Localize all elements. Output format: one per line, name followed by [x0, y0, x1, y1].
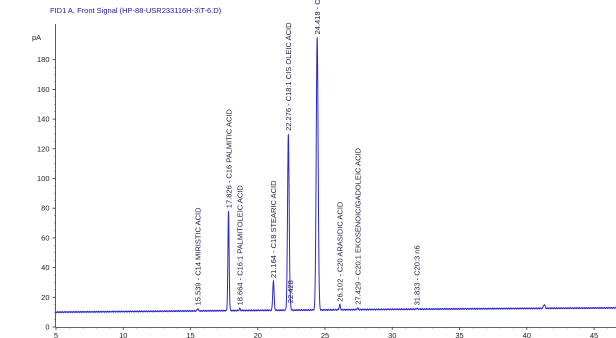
peak-label: 15.539 - C14 MIRISTIC ACID: [194, 207, 203, 306]
y-tick-label: 60: [41, 233, 49, 242]
peak-label: 22.428: [286, 280, 295, 303]
y-axis-ticks: 0 20 40 60 80 100 120 140 160 180: [37, 55, 56, 332]
y-tick-label: 0: [45, 323, 49, 332]
peak-label: 17.826 - C16 PALMITIC ACID: [224, 109, 233, 209]
peak-label: 22.276 - C18:1 CIS OLEIC ACID: [284, 22, 293, 131]
y-tick-label: 40: [41, 263, 49, 272]
x-tick-label: 10: [119, 331, 127, 338]
x-tick-label: 40: [523, 331, 531, 338]
y-tick-label: 80: [41, 204, 49, 213]
peak-label: 18.664 - C16:1 PALMITOLEIC ACID: [236, 185, 245, 306]
x-tick-label: 15: [186, 331, 194, 338]
peak-label: 24.418 - C18:2 CIS LINOLEIC ACID: [313, 0, 322, 34]
y-tick-label: 140: [37, 115, 50, 124]
y-tick-label: 20: [41, 293, 49, 302]
x-tick-label: 25: [321, 331, 329, 338]
x-tick-label: 45: [590, 331, 598, 338]
y-axis-unit: pA: [32, 33, 41, 42]
x-tick-label: 30: [388, 331, 396, 338]
peak-label: 31.833 - C20:3 n6: [413, 245, 422, 305]
peak-label: 21.164 - C18 STEARIC ACID: [269, 180, 278, 278]
y-tick-label: 180: [37, 55, 50, 64]
peak-label: 26.102 - C20 ARASIDIC ACID: [336, 201, 345, 302]
x-tick-label: 5: [54, 331, 58, 338]
chromatogram-signal-line: [55, 37, 616, 314]
x-tick-label: 35: [455, 331, 463, 338]
y-tick-label: 120: [37, 144, 50, 153]
peak-label: 27.429 - C20:1 EKOSENOIC/GADOLEIC ACID: [354, 147, 363, 304]
peak-labels: 15.539 - C14 MIRISTIC ACID 17.826 - C16 P…: [194, 0, 422, 305]
y-tick-label: 160: [37, 85, 50, 94]
y-tick-label: 100: [37, 174, 50, 183]
x-tick-label: 20: [254, 331, 262, 338]
x-axis-ticks: 5 10 15 20 25 30 35 40 45: [54, 327, 608, 338]
chart-title: FID1 A, Front Signal (HP-88-USR233116H-3…: [50, 6, 222, 15]
